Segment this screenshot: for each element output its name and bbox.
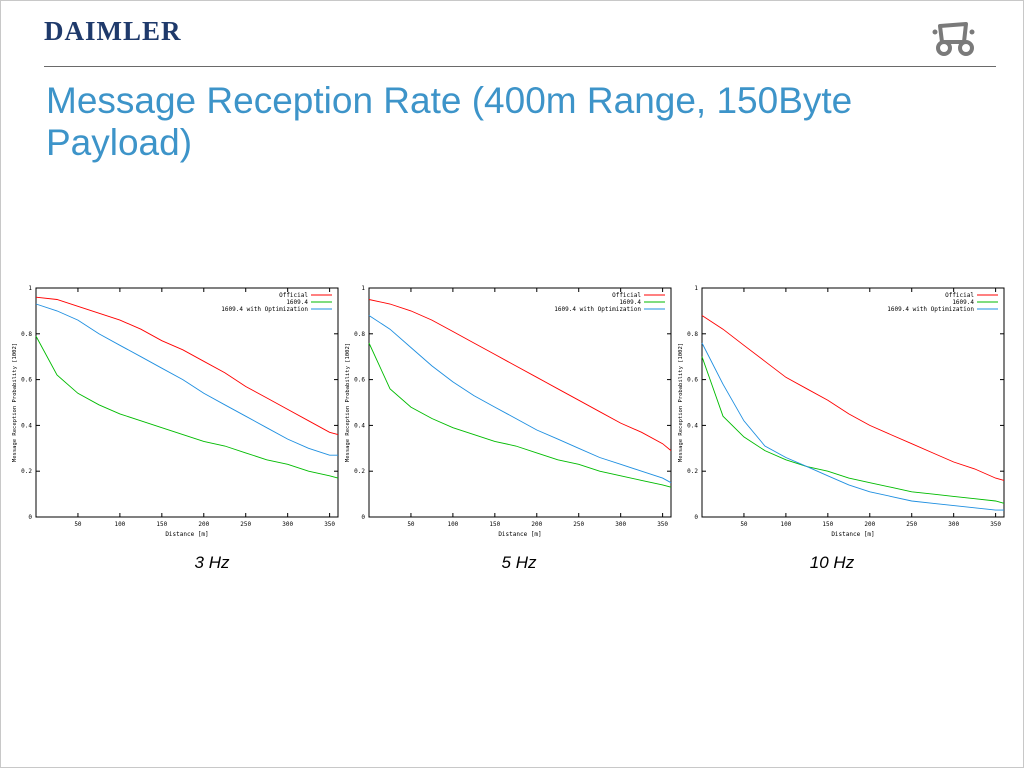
x-tick-label: 100 (114, 521, 125, 528)
y-tick-label: 0.4 (354, 422, 365, 429)
page-title: Message Reception Rate (400m Range, 150B… (46, 80, 853, 163)
x-tick-label: 300 (948, 521, 959, 528)
y-axis-label: Message Reception Probability [1002] (12, 343, 18, 462)
x-tick-label: 150 (156, 521, 167, 528)
y-tick-label: 0.6 (687, 377, 698, 384)
car-icon (932, 22, 975, 56)
x-tick-label: 200 (198, 521, 209, 528)
x-axis-label: Distance [m] (498, 531, 541, 538)
x-tick-label: 300 (615, 521, 626, 528)
y-tick-label: 1 (694, 285, 698, 292)
series-line-1 (35, 335, 339, 479)
legend-label: 1609.4 with Optimization (887, 306, 974, 313)
plot-area (35, 287, 339, 518)
y-tick-label: 0.2 (687, 468, 698, 475)
x-tick-label: 250 (906, 521, 917, 528)
daimler-logo: DAIMLER (44, 16, 182, 46)
x-tick-label: 150 (822, 521, 833, 528)
y-tick-label: 0 (694, 514, 698, 521)
header-rule (44, 66, 996, 67)
legend-label: 1609.4 with Optimization (554, 306, 641, 313)
x-axis-label: Distance [m] (165, 531, 208, 538)
y-tick-label: 0.2 (21, 468, 32, 475)
x-tick-label: 50 (407, 521, 415, 528)
x-tick-label: 200 (864, 521, 875, 528)
y-tick-label: 1 (28, 285, 32, 292)
chart-panel-10hz: 0 0.2 0.4 0.6 0.8 1 50 100 150 200 250 300 350 Distan… (672, 283, 1008, 543)
y-tick-label: 0 (28, 514, 32, 521)
legend-label: 1609.4 (952, 299, 974, 306)
x-tick-label: 250 (240, 521, 251, 528)
plot-area (701, 287, 1005, 518)
x-tick-label: 200 (531, 521, 542, 528)
chart-panel-5hz: 0 0.2 0.4 0.6 0.8 1 50 100 150 200 250 300 350 Distan… (339, 283, 675, 543)
series-line-2 (35, 303, 338, 456)
legend-label: Official (945, 292, 974, 299)
x-tick-label: 100 (780, 521, 791, 528)
y-tick-label: 0.6 (21, 377, 32, 384)
y-axis-label: Message Reception Probability [1002] (678, 343, 684, 462)
y-tick-label: 0 (361, 514, 365, 521)
y-tick-label: 0.4 (687, 422, 698, 429)
chart-caption-5hz: 5 Hz (501, 553, 537, 572)
x-tick-label: 150 (489, 521, 500, 528)
legend-label: 1609.4 (619, 299, 641, 306)
series-line-1 (701, 356, 1005, 504)
chart-caption-3hz: 3 Hz (194, 553, 230, 572)
y-tick-label: 0.8 (21, 331, 32, 338)
x-tick-label: 50 (740, 521, 748, 528)
y-tick-label: 0.8 (354, 331, 365, 338)
x-tick-label: 350 (324, 521, 335, 528)
legend-label: Official (612, 292, 641, 299)
plot-area (368, 287, 672, 518)
y-tick-label: 1 (361, 285, 365, 292)
y-tick-label: 0.4 (21, 422, 32, 429)
y-tick-label: 0.2 (354, 468, 365, 475)
series-line-2 (701, 342, 1004, 511)
y-tick-label: 0.8 (687, 331, 698, 338)
series-line-0 (701, 315, 1005, 481)
legend-label: 1609.4 with Optimization (221, 306, 308, 313)
y-axis-label: Message Reception Probability [1002] (345, 343, 351, 462)
x-tick-label: 350 (990, 521, 1001, 528)
x-axis-label: Distance [m] (831, 531, 874, 538)
chart-panel-3hz: 0 0.2 0.4 0.6 0.8 1 50 100 150 200 250 300 350 Distan… (6, 283, 342, 543)
series-line-0 (368, 299, 672, 451)
chart-caption-10hz: 10 Hz (809, 553, 855, 572)
x-tick-label: 350 (657, 521, 668, 528)
x-tick-label: 300 (282, 521, 293, 528)
series-line-0 (35, 296, 339, 436)
series-line-2 (368, 315, 672, 484)
y-tick-label: 0.6 (354, 377, 365, 384)
legend-label: 1609.4 (286, 299, 308, 306)
x-tick-label: 100 (447, 521, 458, 528)
legend-label: Official (279, 292, 308, 299)
x-tick-label: 250 (573, 521, 584, 528)
series-line-1 (368, 342, 672, 488)
x-tick-label: 50 (74, 521, 82, 528)
